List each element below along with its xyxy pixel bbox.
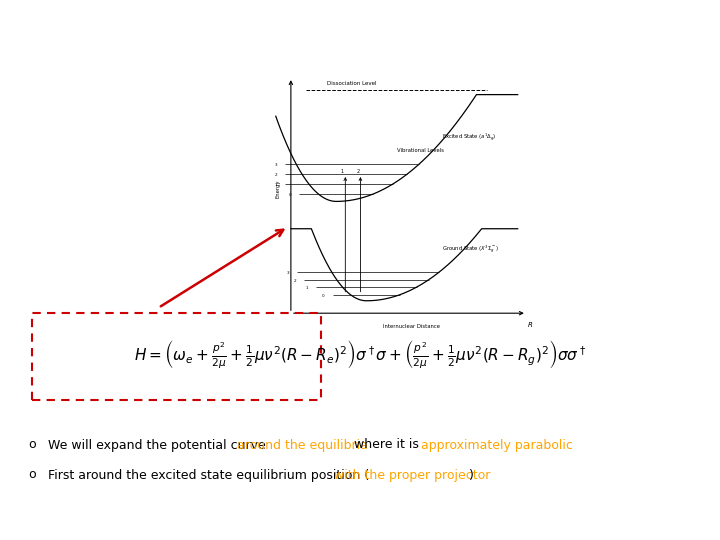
Text: 0: 0 bbox=[322, 294, 325, 298]
Text: 2: 2 bbox=[357, 169, 360, 174]
Text: 1: 1 bbox=[306, 286, 308, 290]
Text: 3: 3 bbox=[274, 163, 277, 167]
Text: around the equilibria: around the equilibria bbox=[237, 438, 368, 451]
Text: 2: 2 bbox=[274, 173, 277, 177]
Text: We will expand the potential curve: We will expand the potential curve bbox=[48, 438, 270, 451]
Text: Dissociation Level: Dissociation Level bbox=[327, 80, 377, 86]
Text: $H = \left(\omega_e + \frac{p^2}{2\mu} + \frac{1}{2}\mu\nu^2(R - R_e)^2\right)\s: $H = \left(\omega_e + \frac{p^2}{2\mu} +… bbox=[134, 338, 586, 371]
Text: Ground State $(X^3\Sigma_g^-)$: Ground State $(X^3\Sigma_g^-)$ bbox=[442, 244, 499, 256]
Text: approximately parabolic: approximately parabolic bbox=[420, 438, 572, 451]
Text: 1: 1 bbox=[341, 169, 344, 174]
Text: 0: 0 bbox=[289, 193, 292, 197]
Text: Deriving the Holstein Hamiltonian: Deriving the Holstein Hamiltonian bbox=[9, 15, 362, 35]
Text: Vibrational Levels: Vibrational Levels bbox=[397, 148, 444, 153]
Text: $R$: $R$ bbox=[526, 320, 533, 329]
Text: with the proper projector: with the proper projector bbox=[334, 469, 490, 482]
Text: where it is: where it is bbox=[351, 438, 423, 451]
Text: 1: 1 bbox=[274, 183, 276, 187]
Text: 2: 2 bbox=[294, 279, 296, 282]
Text: First around the excited state equilibrium position (: First around the excited state equilibri… bbox=[48, 469, 369, 482]
Text: o: o bbox=[28, 469, 35, 482]
Text: ): ) bbox=[469, 469, 474, 482]
Text: Energy: Energy bbox=[276, 180, 281, 198]
Text: Excited State $(a^1\Delta_g)$: Excited State $(a^1\Delta_g)$ bbox=[442, 132, 497, 144]
Text: Internuclear Distance: Internuclear Distance bbox=[383, 324, 441, 329]
Text: o: o bbox=[28, 438, 35, 451]
Text: 3: 3 bbox=[287, 271, 289, 275]
